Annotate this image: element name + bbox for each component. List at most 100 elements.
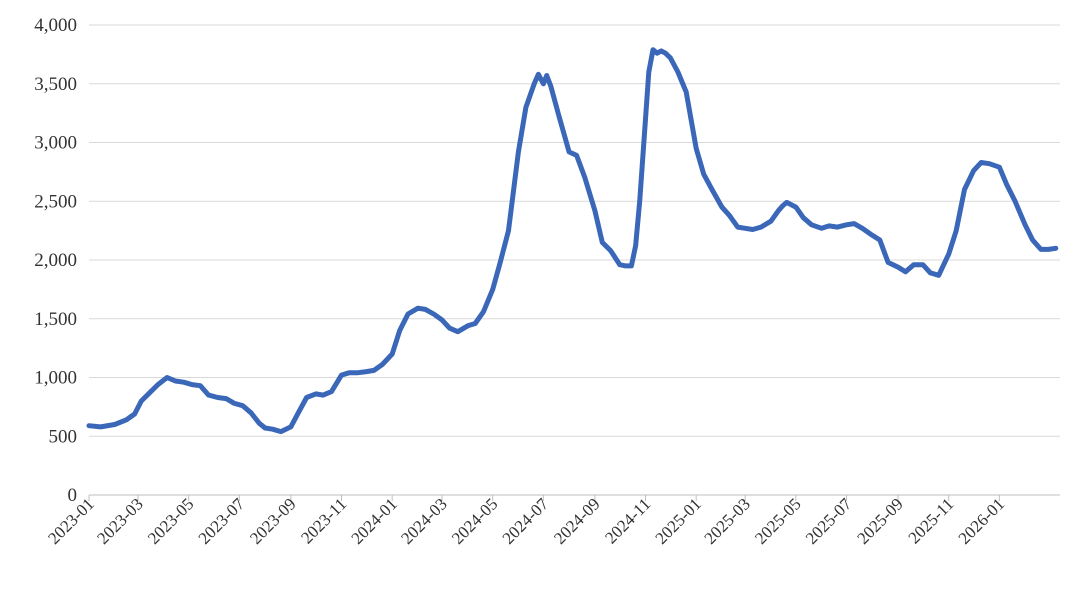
data-point	[305, 396, 308, 399]
data-point	[638, 200, 641, 203]
data-point	[524, 106, 527, 109]
data-point	[322, 394, 325, 397]
x-tick-label: 2023-07	[195, 494, 249, 548]
data-point	[630, 264, 633, 267]
data-point	[99, 425, 102, 428]
data-point	[340, 374, 343, 377]
x-tick-label: 2026-01	[955, 494, 1009, 548]
data-point	[575, 154, 578, 157]
data-point	[998, 166, 1001, 169]
data-point	[929, 271, 932, 274]
data-point	[647, 71, 650, 74]
data-point	[878, 239, 881, 242]
x-tick-label: 2024-05	[448, 494, 502, 548]
data-point	[330, 390, 333, 393]
x-tick-labels: 2023-012023-032023-052023-072023-092023-…	[44, 494, 1008, 548]
data-point	[921, 263, 924, 266]
data-point	[499, 261, 502, 264]
data-point	[656, 52, 659, 55]
data-point	[297, 411, 300, 414]
data-point	[133, 412, 136, 415]
y-tick-label: 1,500	[34, 309, 77, 330]
data-point	[314, 392, 317, 395]
y-tick-label: 2,000	[34, 250, 77, 271]
data-point	[549, 85, 552, 88]
data-point	[545, 74, 548, 77]
data-point	[474, 322, 477, 325]
data-point	[216, 396, 219, 399]
data-point	[568, 150, 571, 153]
data-point	[1031, 239, 1034, 242]
x-tick-label: 2024-03	[397, 494, 451, 548]
x-tick-label: 2023-09	[246, 494, 300, 548]
data-point	[676, 71, 679, 74]
data-point	[887, 261, 890, 264]
data-point	[785, 201, 788, 204]
data-point	[980, 161, 983, 164]
data-point	[348, 371, 351, 374]
data-point	[140, 400, 143, 403]
x-tick-label: 2024-09	[550, 494, 604, 548]
data-point	[963, 188, 966, 191]
data-point	[634, 244, 637, 247]
data-point	[820, 227, 823, 230]
data-point	[861, 227, 864, 230]
data-point	[760, 226, 763, 229]
data-point	[542, 82, 545, 85]
data-point	[398, 329, 401, 332]
data-point	[537, 73, 540, 76]
data-point	[702, 173, 705, 176]
data-point	[664, 52, 667, 55]
data-point	[125, 418, 128, 421]
data-point	[669, 56, 672, 59]
data-point	[372, 369, 375, 372]
data-point	[777, 209, 780, 212]
data-point	[751, 228, 754, 231]
data-point	[279, 430, 282, 433]
data-point	[241, 404, 244, 407]
data-point	[424, 308, 427, 311]
gridlines	[89, 24, 1060, 437]
data-point	[199, 384, 202, 387]
data-point	[391, 353, 394, 356]
y-tick-label: 500	[49, 426, 78, 447]
data-point	[432, 313, 435, 316]
y-tick-label: 3,000	[34, 133, 77, 154]
x-tick-label: 2025-05	[751, 494, 805, 548]
data-point	[416, 307, 419, 310]
data-point	[448, 327, 451, 330]
x-tick-label: 2023-11	[297, 494, 350, 547]
data-point	[250, 411, 253, 414]
data-point	[456, 330, 459, 333]
y-tick-label: 0	[68, 485, 78, 506]
data-point	[174, 380, 177, 383]
x-tick-label: 2024-07	[499, 494, 553, 548]
data-point	[182, 381, 185, 384]
data-point	[652, 48, 655, 51]
data-point	[466, 324, 469, 327]
data-point	[836, 226, 839, 229]
data-point	[407, 313, 410, 316]
data-point	[794, 206, 797, 209]
data-point	[289, 425, 292, 428]
data-point	[441, 318, 444, 321]
data-point	[871, 234, 874, 237]
data-point	[381, 363, 384, 366]
data-point	[828, 224, 831, 227]
y-tick-label: 3,500	[34, 74, 77, 95]
data-point	[660, 49, 663, 52]
data-point	[955, 229, 958, 232]
data-point	[601, 241, 604, 244]
data-point	[156, 383, 159, 386]
data-point	[897, 266, 900, 269]
data-point	[258, 422, 261, 425]
data-point	[624, 264, 627, 267]
x-tick-label: 2025-07	[802, 494, 856, 548]
data-point	[609, 249, 612, 252]
data-point	[845, 223, 848, 226]
data-point	[728, 214, 731, 217]
y-tick-label: 4,000	[34, 15, 77, 36]
x-tick-label: 2024-11	[601, 494, 654, 547]
series-layer	[86, 47, 1059, 435]
data-point	[583, 176, 586, 179]
